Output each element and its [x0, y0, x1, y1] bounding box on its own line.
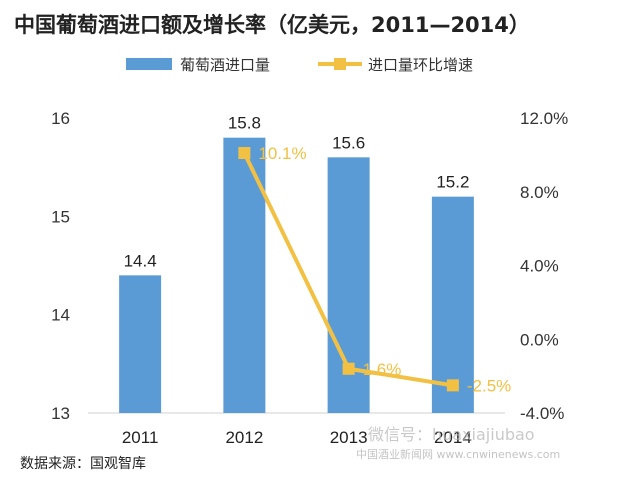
legend: 葡萄酒进口量 进口量环比增速: [126, 56, 473, 74]
line-data-label: -2.5%: [467, 376, 511, 395]
line-data-label: 1.6%: [363, 360, 402, 379]
legend-label-bar: 葡萄酒进口量: [180, 56, 270, 74]
bar-data-label: 15.2: [436, 173, 469, 192]
x-tick-label: 2011: [122, 428, 159, 447]
legend-swatch-bar: [126, 58, 172, 70]
y-right-axis: -4.0% 0.0% 4.0% 8.0% 12.0%: [520, 109, 568, 423]
x-tick-label: 2012: [225, 428, 263, 447]
y-right-tick-label: 12.0%: [520, 109, 568, 128]
legend-label-line: 进口量环比增速: [368, 56, 473, 74]
line-data-label: 10.1%: [258, 144, 306, 163]
y-left-tick-label: 13: [51, 404, 70, 423]
x-tick-label: 2014: [434, 428, 472, 447]
bar-data-label: 15.8: [228, 114, 261, 133]
y-left-tick-label: 14: [51, 306, 70, 325]
bar-2014: [431, 196, 474, 413]
line-point-2012: [238, 147, 251, 160]
y-right-tick-label: -4.0%: [520, 404, 564, 423]
y-left-axis: 13 14 15 16: [51, 109, 70, 423]
y-left-tick-label: 16: [51, 109, 70, 128]
bar-data-label: 15.6: [332, 133, 365, 152]
y-right-tick-label: 4.0%: [520, 257, 559, 276]
line-series: 10.1% 1.6% -2.5%: [238, 144, 511, 395]
bar-data-label: 14.4: [124, 251, 157, 270]
y-left-tick-label: 15: [51, 207, 70, 226]
line-point-2013: [342, 362, 355, 375]
watermark-text: 微信号：huaxiajiubao: [368, 425, 535, 444]
watermark-subtext: 中国酒业新闻网 www.cnwinenews.com: [356, 447, 560, 461]
watermark: 微信号：huaxiajiubao 中国酒业新闻网 www.cnwinenews.…: [356, 425, 560, 461]
bar-2011: [119, 275, 162, 413]
line-point-2014: [446, 379, 459, 392]
y-right-tick-label: 0.0%: [520, 330, 559, 349]
y-right-tick-label: 8.0%: [520, 183, 559, 202]
chart-title: 中国葡萄酒进口额及增长率（亿美元，2011—2014）: [14, 13, 530, 37]
x-axis: 2011 2012 2013 2014: [122, 428, 472, 447]
bar-labels: 14.4 15.8 15.6 15.2: [124, 114, 470, 271]
legend-marker: [334, 58, 346, 70]
x-tick-label: 2013: [330, 428, 368, 447]
source-note: 数据来源：国观智库: [20, 456, 146, 472]
bar-series: [119, 137, 474, 413]
